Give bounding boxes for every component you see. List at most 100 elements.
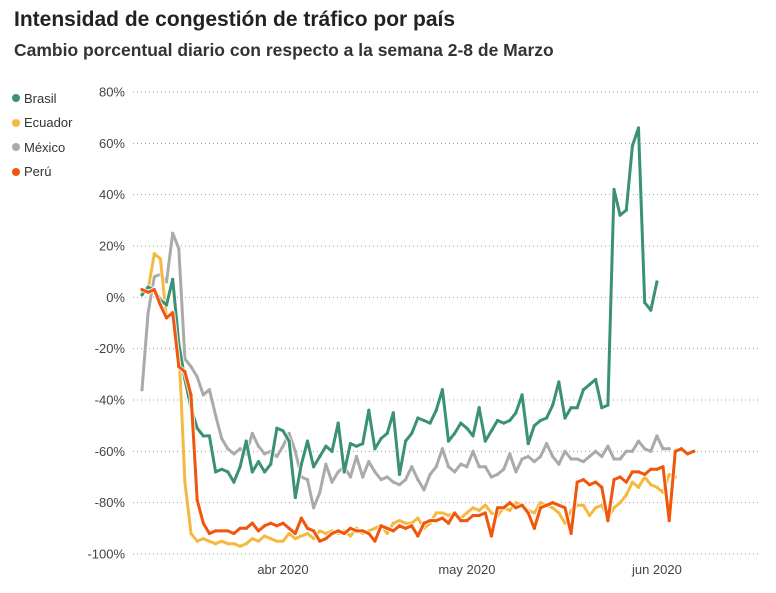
data-point: [348, 534, 353, 538]
data-point: [238, 544, 242, 548]
data-point: [465, 511, 469, 515]
data-point: [275, 539, 279, 543]
data-point: [538, 454, 543, 459]
y-tick-label: -20%: [95, 341, 126, 356]
data-point: [636, 485, 641, 489]
data-point: [164, 303, 169, 307]
data-point: [250, 521, 254, 525]
data-point: [373, 539, 377, 543]
data-point: [361, 475, 365, 479]
data-point: [636, 439, 641, 443]
data-point: [146, 285, 150, 289]
data-point: [207, 539, 212, 543]
data-point: [489, 475, 494, 479]
data-point: [465, 465, 469, 469]
data-point: [477, 508, 481, 512]
data-point: [587, 483, 592, 487]
series-line-brasil: [140, 126, 659, 499]
data-point: [213, 413, 218, 417]
data-point: [600, 454, 604, 459]
legend-label: México: [24, 139, 66, 155]
data-point: [489, 534, 494, 538]
data-point: [526, 511, 530, 515]
data-point: [532, 511, 536, 515]
data-point: [446, 439, 451, 443]
data-point: [434, 511, 438, 515]
data-point: [232, 531, 236, 536]
data-point: [361, 529, 365, 533]
data-point: [275, 524, 279, 528]
data-point: [250, 537, 254, 541]
data-point: [146, 311, 150, 315]
data-point: [293, 531, 297, 536]
legend-swatch: [12, 118, 20, 127]
data-point: [287, 531, 291, 536]
data-point: [434, 519, 438, 523]
data-point: [630, 449, 635, 453]
data-point: [342, 531, 346, 536]
data-point: [220, 539, 224, 543]
data-point: [201, 537, 205, 541]
data-point: [636, 470, 641, 474]
data-point: [587, 383, 592, 387]
data-point: [440, 516, 444, 520]
legend-swatch: [12, 143, 20, 152]
data-point: [177, 365, 181, 369]
data-point: [299, 462, 303, 466]
data-point: [373, 526, 377, 530]
data-point: [446, 521, 451, 525]
data-point: [416, 534, 420, 538]
data-point: [624, 208, 628, 212]
y-tick-label: 20%: [99, 239, 125, 254]
data-point: [232, 480, 236, 484]
data-point: [238, 465, 242, 469]
data-point: [532, 526, 536, 530]
data-point: [446, 513, 451, 518]
data-point: [293, 449, 297, 453]
data-point: [305, 531, 310, 536]
data-point: [226, 542, 230, 546]
data-point: [459, 421, 463, 425]
data-point: [551, 506, 555, 510]
series-line-méxico: [140, 231, 671, 510]
data-point: [269, 537, 273, 541]
data-point: [581, 460, 585, 464]
data-point: [318, 454, 322, 459]
data-point: [649, 467, 653, 471]
data-point: [391, 480, 395, 484]
data-point: [453, 431, 457, 435]
data-point: [661, 465, 665, 469]
data-point: [428, 519, 432, 523]
data-point: [594, 480, 598, 484]
data-point: [238, 526, 242, 530]
data-point: [483, 503, 487, 507]
data-point: [263, 452, 267, 456]
data-point: [649, 308, 653, 312]
data-point: [183, 370, 187, 374]
data-point: [526, 454, 530, 459]
data-point: [367, 531, 371, 536]
data-point: [416, 416, 420, 420]
data-point: [649, 483, 653, 487]
data-point: [354, 529, 359, 533]
data-point: [226, 529, 230, 533]
data-point: [201, 393, 205, 397]
data-point: [171, 231, 175, 235]
data-point: [655, 485, 659, 489]
data-point: [569, 457, 573, 461]
data-point: [477, 406, 481, 410]
data-point: [459, 519, 463, 523]
data-point: [557, 380, 561, 384]
data-point: [508, 418, 512, 423]
data-point: [318, 490, 322, 494]
data-point: [514, 470, 518, 474]
data-point: [299, 534, 303, 538]
data-point: [336, 470, 340, 474]
data-point: [379, 436, 383, 441]
chart-title: Intensidad de congestión de tráfico por …: [14, 8, 456, 31]
data-point: [655, 467, 659, 471]
data-point: [213, 529, 218, 533]
data-point: [612, 187, 616, 192]
data-point: [508, 501, 512, 505]
data-point: [189, 531, 193, 536]
